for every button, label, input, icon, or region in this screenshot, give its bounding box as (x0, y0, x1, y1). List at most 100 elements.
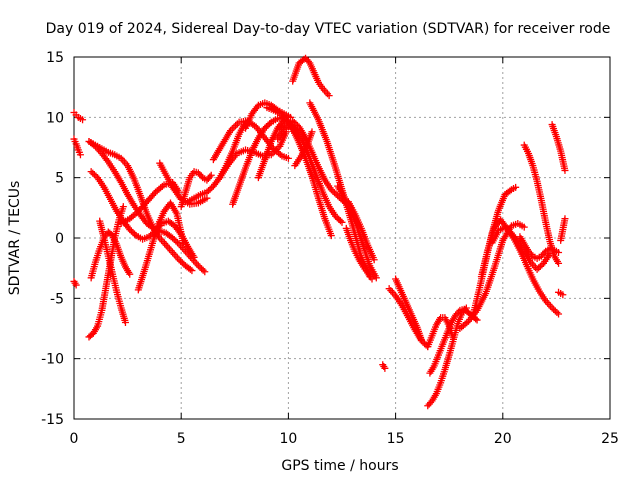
data-point (87, 168, 95, 176)
data-point (147, 231, 155, 239)
data-point (276, 110, 284, 118)
data-point (527, 250, 535, 258)
y-tick-label: 10 (46, 110, 64, 126)
data-point (304, 57, 312, 65)
data-point (262, 123, 270, 131)
data-point (131, 230, 139, 238)
data-point (503, 225, 511, 233)
data-point (150, 190, 158, 198)
x-tick-label: 5 (177, 431, 186, 447)
data-point (368, 275, 376, 283)
data-point (277, 111, 285, 119)
data-point (292, 120, 300, 128)
y-tick-label: -10 (41, 352, 64, 368)
data-point (127, 227, 135, 235)
data-point (336, 217, 344, 225)
data-point (186, 265, 194, 273)
data-point (129, 229, 137, 237)
data-point (533, 265, 541, 273)
data-point (381, 364, 389, 372)
data-point (170, 236, 178, 244)
data-point (290, 118, 298, 126)
chart-title: Day 019 of 2024, Sidereal Day-to-day VTE… (46, 21, 611, 37)
data-point (90, 171, 98, 179)
data-point (332, 190, 340, 198)
data-point (330, 189, 338, 197)
y-tick-label: -15 (41, 412, 64, 428)
y-tick-label: -5 (50, 291, 64, 307)
data-point (121, 318, 129, 326)
x-tick-label: 15 (387, 431, 405, 447)
data-point (520, 223, 528, 231)
y-axis-label: SDTVAR / TECUs (7, 181, 23, 296)
data-point (266, 120, 274, 128)
data-point (561, 215, 569, 223)
x-axis-label: GPS time / hours (281, 458, 398, 474)
data-point (196, 263, 204, 271)
data-point (327, 186, 335, 194)
data-point (206, 173, 214, 181)
data-point (535, 264, 543, 272)
data-points (70, 54, 569, 410)
data-point (199, 266, 207, 274)
data-point (548, 304, 556, 312)
data-point (421, 340, 429, 348)
data-point (454, 308, 462, 316)
data-point (172, 237, 180, 245)
data-point (501, 223, 509, 231)
data-point (332, 212, 340, 220)
data-point (338, 218, 346, 226)
data-point (205, 187, 213, 195)
data-point (179, 239, 187, 247)
data-point (325, 92, 333, 100)
y-tick-label: 0 (55, 231, 64, 247)
y-tick-label: 5 (55, 171, 64, 187)
data-point (264, 121, 272, 129)
data-point (555, 310, 563, 318)
data-point (551, 307, 559, 315)
data-point (261, 124, 269, 132)
x-tick-label: 25 (601, 431, 619, 447)
x-tick-label: 10 (279, 431, 297, 447)
data-point (198, 265, 206, 273)
data-point (550, 305, 558, 313)
data-point (284, 154, 292, 162)
data-point (559, 291, 567, 299)
x-tick-label: 0 (70, 431, 79, 447)
data-point (177, 257, 185, 265)
data-point (76, 151, 84, 159)
data-point (203, 194, 211, 202)
data-point (201, 268, 209, 276)
data-point (540, 249, 548, 257)
data-point (417, 335, 425, 343)
data-point (370, 256, 378, 264)
data-point (504, 226, 512, 234)
data-point (169, 234, 177, 242)
data-point (194, 262, 202, 270)
data-point (203, 188, 211, 196)
data-point (230, 123, 238, 131)
data-point (555, 259, 563, 267)
data-point (333, 214, 341, 222)
data-point (178, 259, 186, 267)
data-point (232, 122, 240, 130)
data-point (279, 113, 287, 121)
data-point (72, 281, 80, 289)
data-point (335, 215, 343, 223)
x-tick-label: 20 (494, 431, 512, 447)
y-tick-label: 15 (46, 50, 64, 66)
data-point (553, 309, 561, 317)
data-point (207, 171, 215, 179)
data-point (372, 274, 380, 282)
data-point (561, 166, 569, 174)
data-point (126, 226, 134, 234)
data-point (536, 262, 544, 270)
data-point (289, 117, 297, 125)
data-point (89, 169, 97, 177)
data-point (188, 267, 196, 275)
axis-ticks: 0 5 10 15 20 25 -15 -10 -5 0 5 10 15 (41, 50, 619, 447)
data-point (175, 256, 183, 264)
data-point (206, 185, 214, 193)
data-point (327, 232, 335, 240)
